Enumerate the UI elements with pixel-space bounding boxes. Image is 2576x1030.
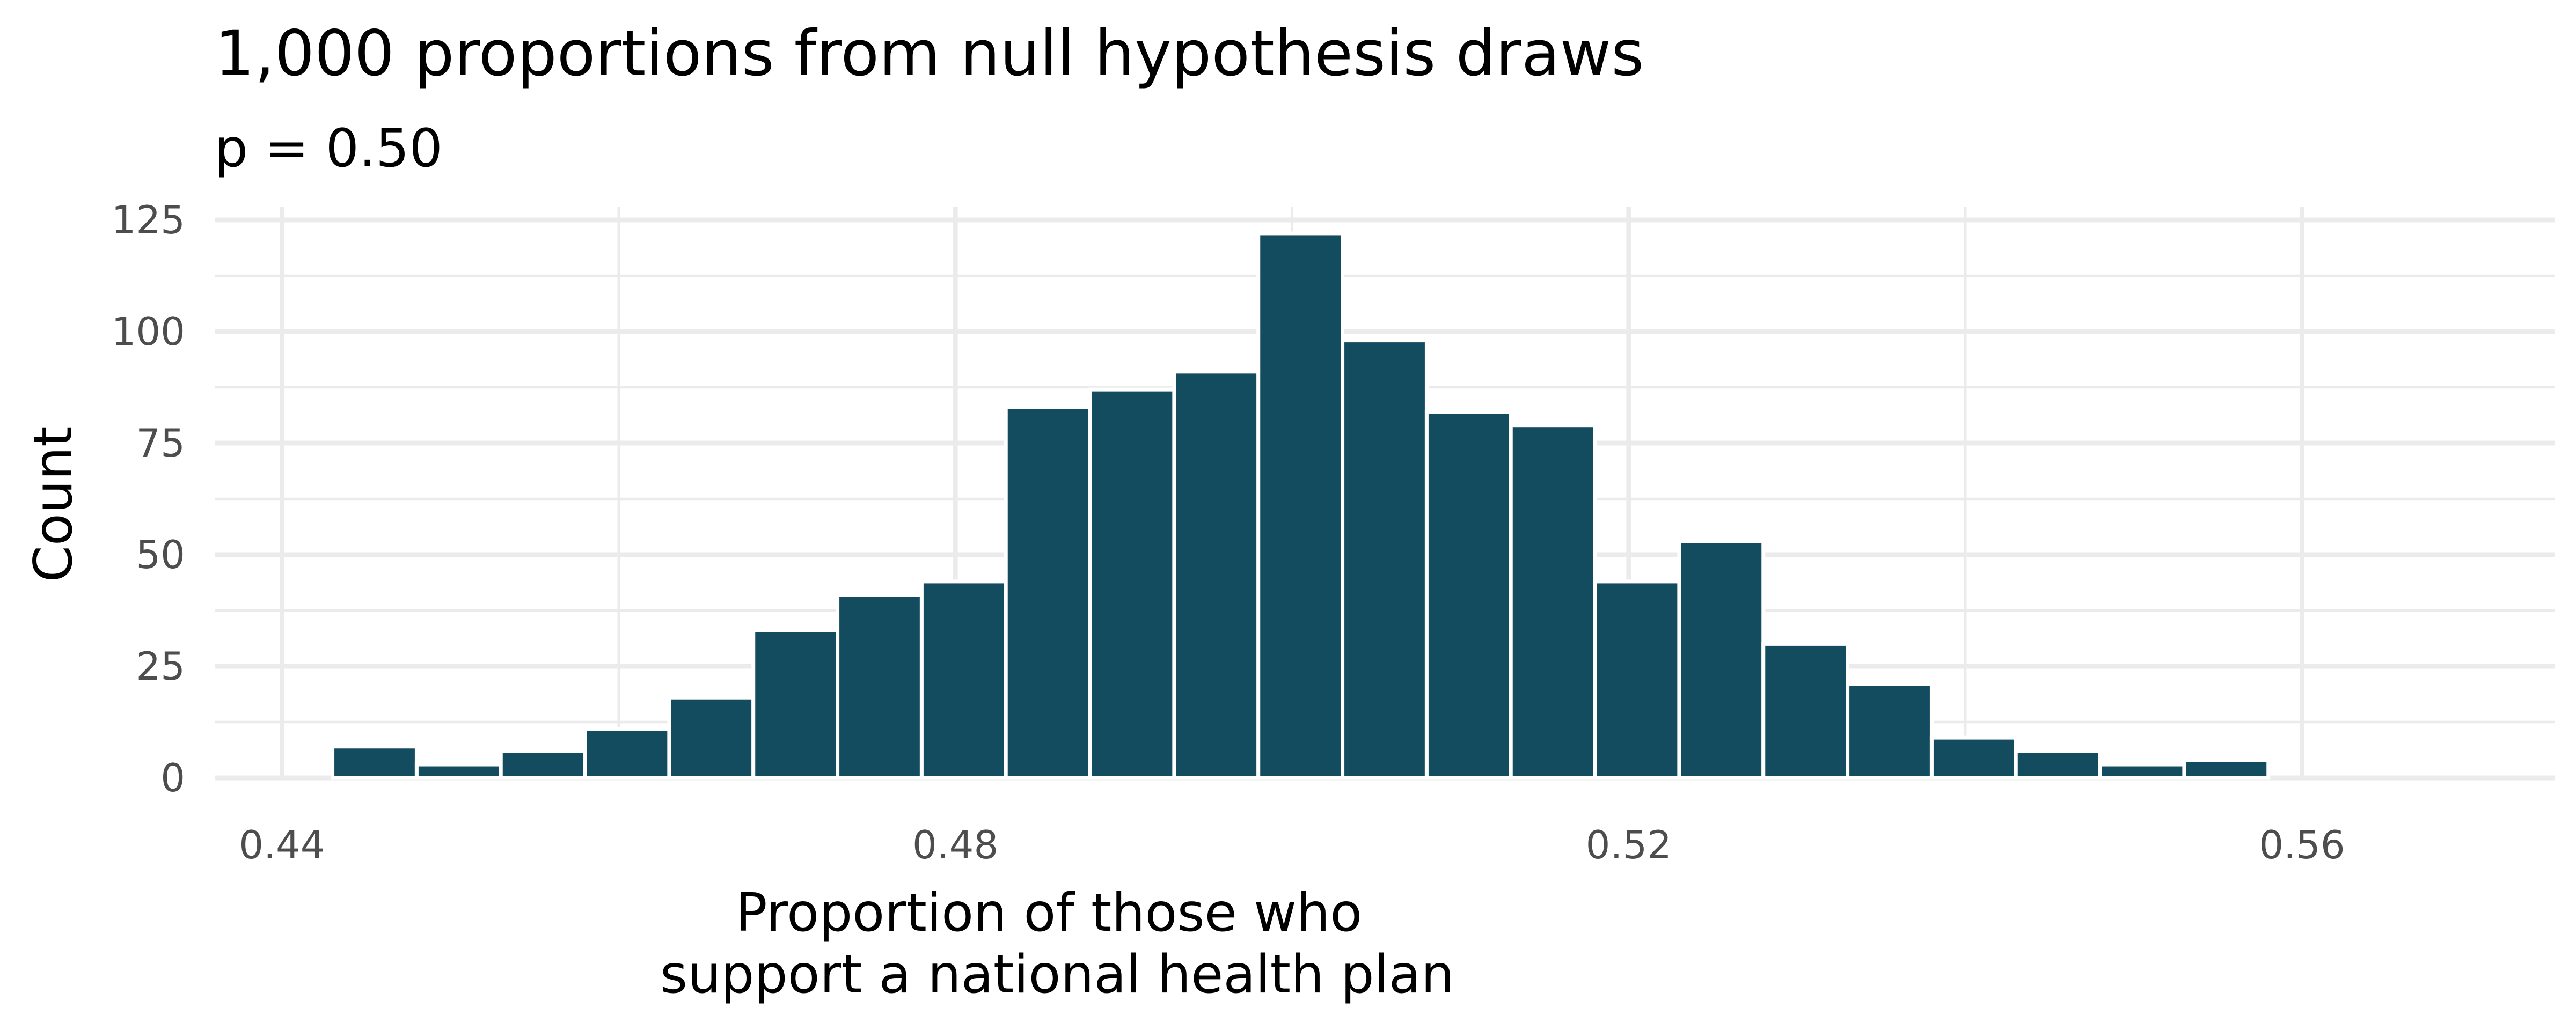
chart-title: 1,000 proportions from null hypothesis d… (215, 17, 1644, 90)
histogram-bar (331, 745, 419, 780)
gridlines (215, 207, 2555, 781)
histogram-bar (1424, 410, 1513, 780)
x-axis-title-line-2: support a national health plan (660, 944, 1454, 1005)
x-tick-label: 0.48 (912, 822, 998, 867)
histogram-bar (1677, 539, 1766, 780)
histogram-bar (2182, 758, 2271, 780)
histogram-bar (1593, 579, 1681, 780)
histogram-bar (667, 695, 756, 780)
x-tick-label: 0.52 (1586, 822, 1672, 867)
y-tick-label: 50 (136, 532, 185, 577)
histogram-bar (1846, 682, 1934, 780)
histogram-bar (583, 726, 671, 780)
histogram-bar (2098, 762, 2186, 780)
x-tick-label: 0.56 (2259, 822, 2345, 867)
histogram-bar (1172, 370, 1261, 780)
y-tick-label: 75 (136, 421, 185, 466)
histogram-bar (1761, 642, 1850, 780)
y-tick-labels: 0 25 50 75 100 125 (112, 197, 185, 800)
x-tick-label: 0.44 (239, 822, 325, 867)
y-axis-title: Count (23, 426, 84, 582)
x-tick-labels: 0.44 0.48 0.52 0.56 (239, 822, 2345, 867)
histogram-bar (2014, 749, 2102, 780)
histogram-bar (1929, 735, 2018, 780)
histogram-bar (1004, 405, 1092, 780)
histogram-bar (836, 593, 924, 780)
y-tick-label: 25 (136, 644, 185, 689)
histogram-bar (751, 628, 840, 780)
histogram-bar (499, 749, 587, 780)
histogram-bar (1509, 423, 1597, 780)
histogram-bar (1341, 339, 1429, 780)
x-axis-title-line-1: Proportion of those who (736, 882, 1363, 944)
chart-subtitle: p = 0.50 (215, 118, 443, 179)
histogram-bar (919, 579, 1008, 780)
y-tick-label: 0 (160, 755, 185, 800)
histogram-bar (1088, 387, 1176, 780)
y-tick-label: 125 (112, 197, 185, 242)
bars (331, 231, 2271, 780)
histogram-bar (1256, 231, 1345, 780)
histogram-bar (414, 762, 503, 780)
y-tick-label: 100 (112, 309, 185, 354)
x-axis-title: Proportion of those who support a nation… (660, 882, 1454, 1005)
